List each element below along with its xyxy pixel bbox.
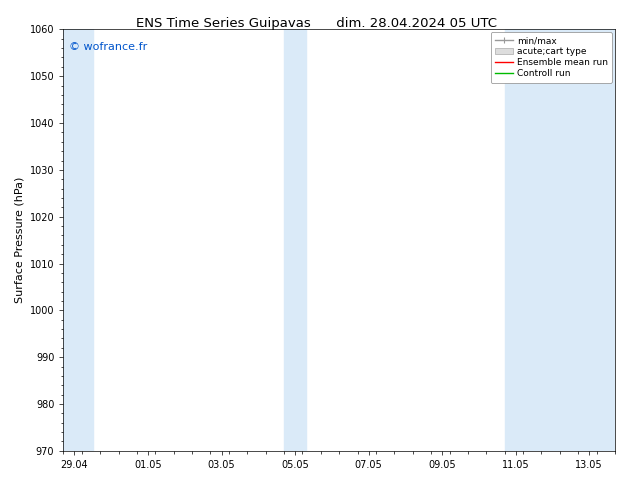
Y-axis label: Surface Pressure (hPa): Surface Pressure (hPa) [14,177,24,303]
Bar [505,29,615,451]
Text: © wofrance.fr: © wofrance.fr [69,42,147,52]
Legend: min/max, acute;cart type, Ensemble mean run, Controll run: min/max, acute;cart type, Ensemble mean … [491,32,612,82]
Bar [63,29,93,451]
Text: ENS Time Series Guipavas      dim. 28.04.2024 05 UTC: ENS Time Series Guipavas dim. 28.04.2024… [136,17,498,30]
Bar [284,29,306,451]
